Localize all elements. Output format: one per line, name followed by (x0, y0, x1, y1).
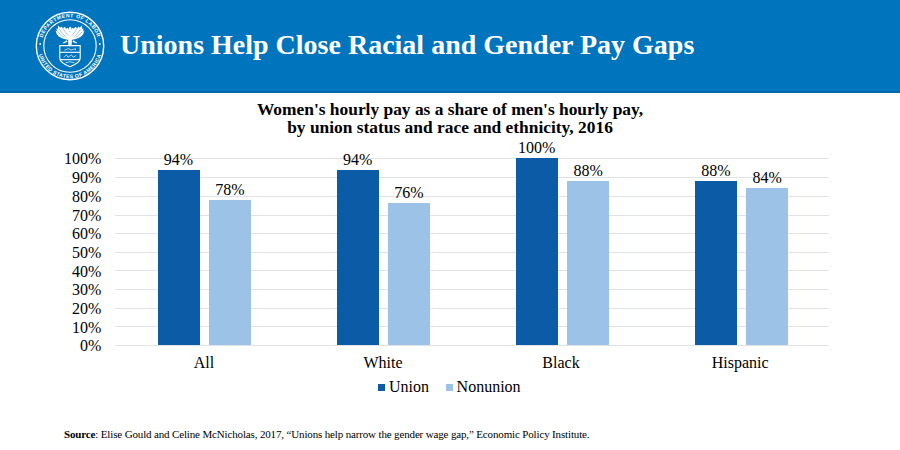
svg-text:UNITED STATES OF AMERICA: UNITED STATES OF AMERICA (38, 53, 102, 79)
